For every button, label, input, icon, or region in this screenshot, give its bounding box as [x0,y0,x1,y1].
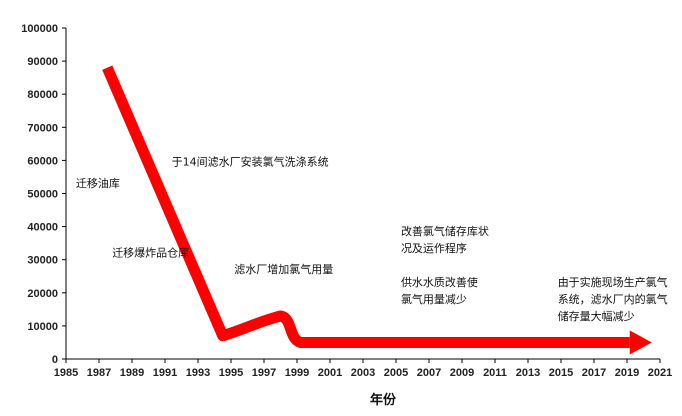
x-tick-label: 2017 [582,367,606,379]
x-tick-label: 2001 [318,367,342,379]
annotation-text: 系统，滤水厂内的氯气 [558,292,668,306]
x-tick-label: 2021 [648,367,672,379]
annotation-text: 氯气用量减少 [401,292,467,306]
annotation-text: 于14间滤水厂安装氯气洗涤系统 [172,154,329,168]
data-point [107,67,108,68]
y-tick-labels: 0 10000 20000 30000 40000 50000 60000 70000 8000… [21,23,58,366]
annotation-text: 迁移爆炸品仓库 [112,245,189,259]
x-axis-title: 年份 [370,392,397,408]
annotation-text: 储存量大幅减少 [558,309,635,323]
x-tick-label: 1995 [219,367,243,379]
data-point [255,320,256,321]
x-tick-label: 1989 [120,367,144,379]
x-tick-label: 2005 [384,367,408,379]
y-tick-label: 10000 [27,321,58,333]
x-tick-label: 2009 [450,367,474,379]
annotation-text: 况及运作程序 [401,241,467,255]
x-tick-label: 2019 [615,367,639,379]
data-point [300,342,301,343]
y-tick-label: 60000 [27,155,58,167]
x-tick-label: 1987 [87,367,111,379]
y-tick-label: 30000 [27,255,58,267]
x-tick-label: 2015 [549,367,573,379]
axes [62,27,661,363]
annotation-text: 供水水质改善使 [401,275,478,289]
y-tick-label: 70000 [27,122,58,134]
series-line [102,65,630,348]
data-point [280,315,281,316]
x-tick-label: 2007 [417,367,441,379]
y-tick-label: 20000 [27,288,58,300]
x-tick-label: 1993 [186,367,210,379]
x-tick-label: 2003 [351,367,375,379]
x-tick-label: 2013 [516,367,540,379]
y-tick-label: 0 [52,354,58,366]
x-tick-label: 1985 [54,367,78,379]
x-tick-label: 1999 [285,367,309,379]
y-tick-label: 100000 [21,23,58,35]
data-point [222,335,223,336]
x-tick-label: 1991 [153,367,177,379]
data-point [651,342,652,343]
y-tick-label: 90000 [27,56,58,68]
y-tick-label: 80000 [27,89,58,101]
y-tick-label: 50000 [27,189,58,201]
annotation-text: 迁移油库 [76,176,120,190]
annotation-text: 由于实施现场生产氯气 [558,275,668,289]
x-tick-label: 1997 [252,367,276,379]
series-layer [102,65,652,355]
annotation-text: 滤水厂增加氯气用量 [234,262,333,276]
x-tick-labels: 1985 1987 1989 1991 1993 1995 1997 1999 2001 2003… [54,367,672,379]
x-tick-label: 2011 [483,367,507,379]
y-tick-label: 40000 [27,222,58,234]
annotation-text: 改善氯气储存库状 [401,224,489,238]
series-arrowhead [629,330,652,355]
